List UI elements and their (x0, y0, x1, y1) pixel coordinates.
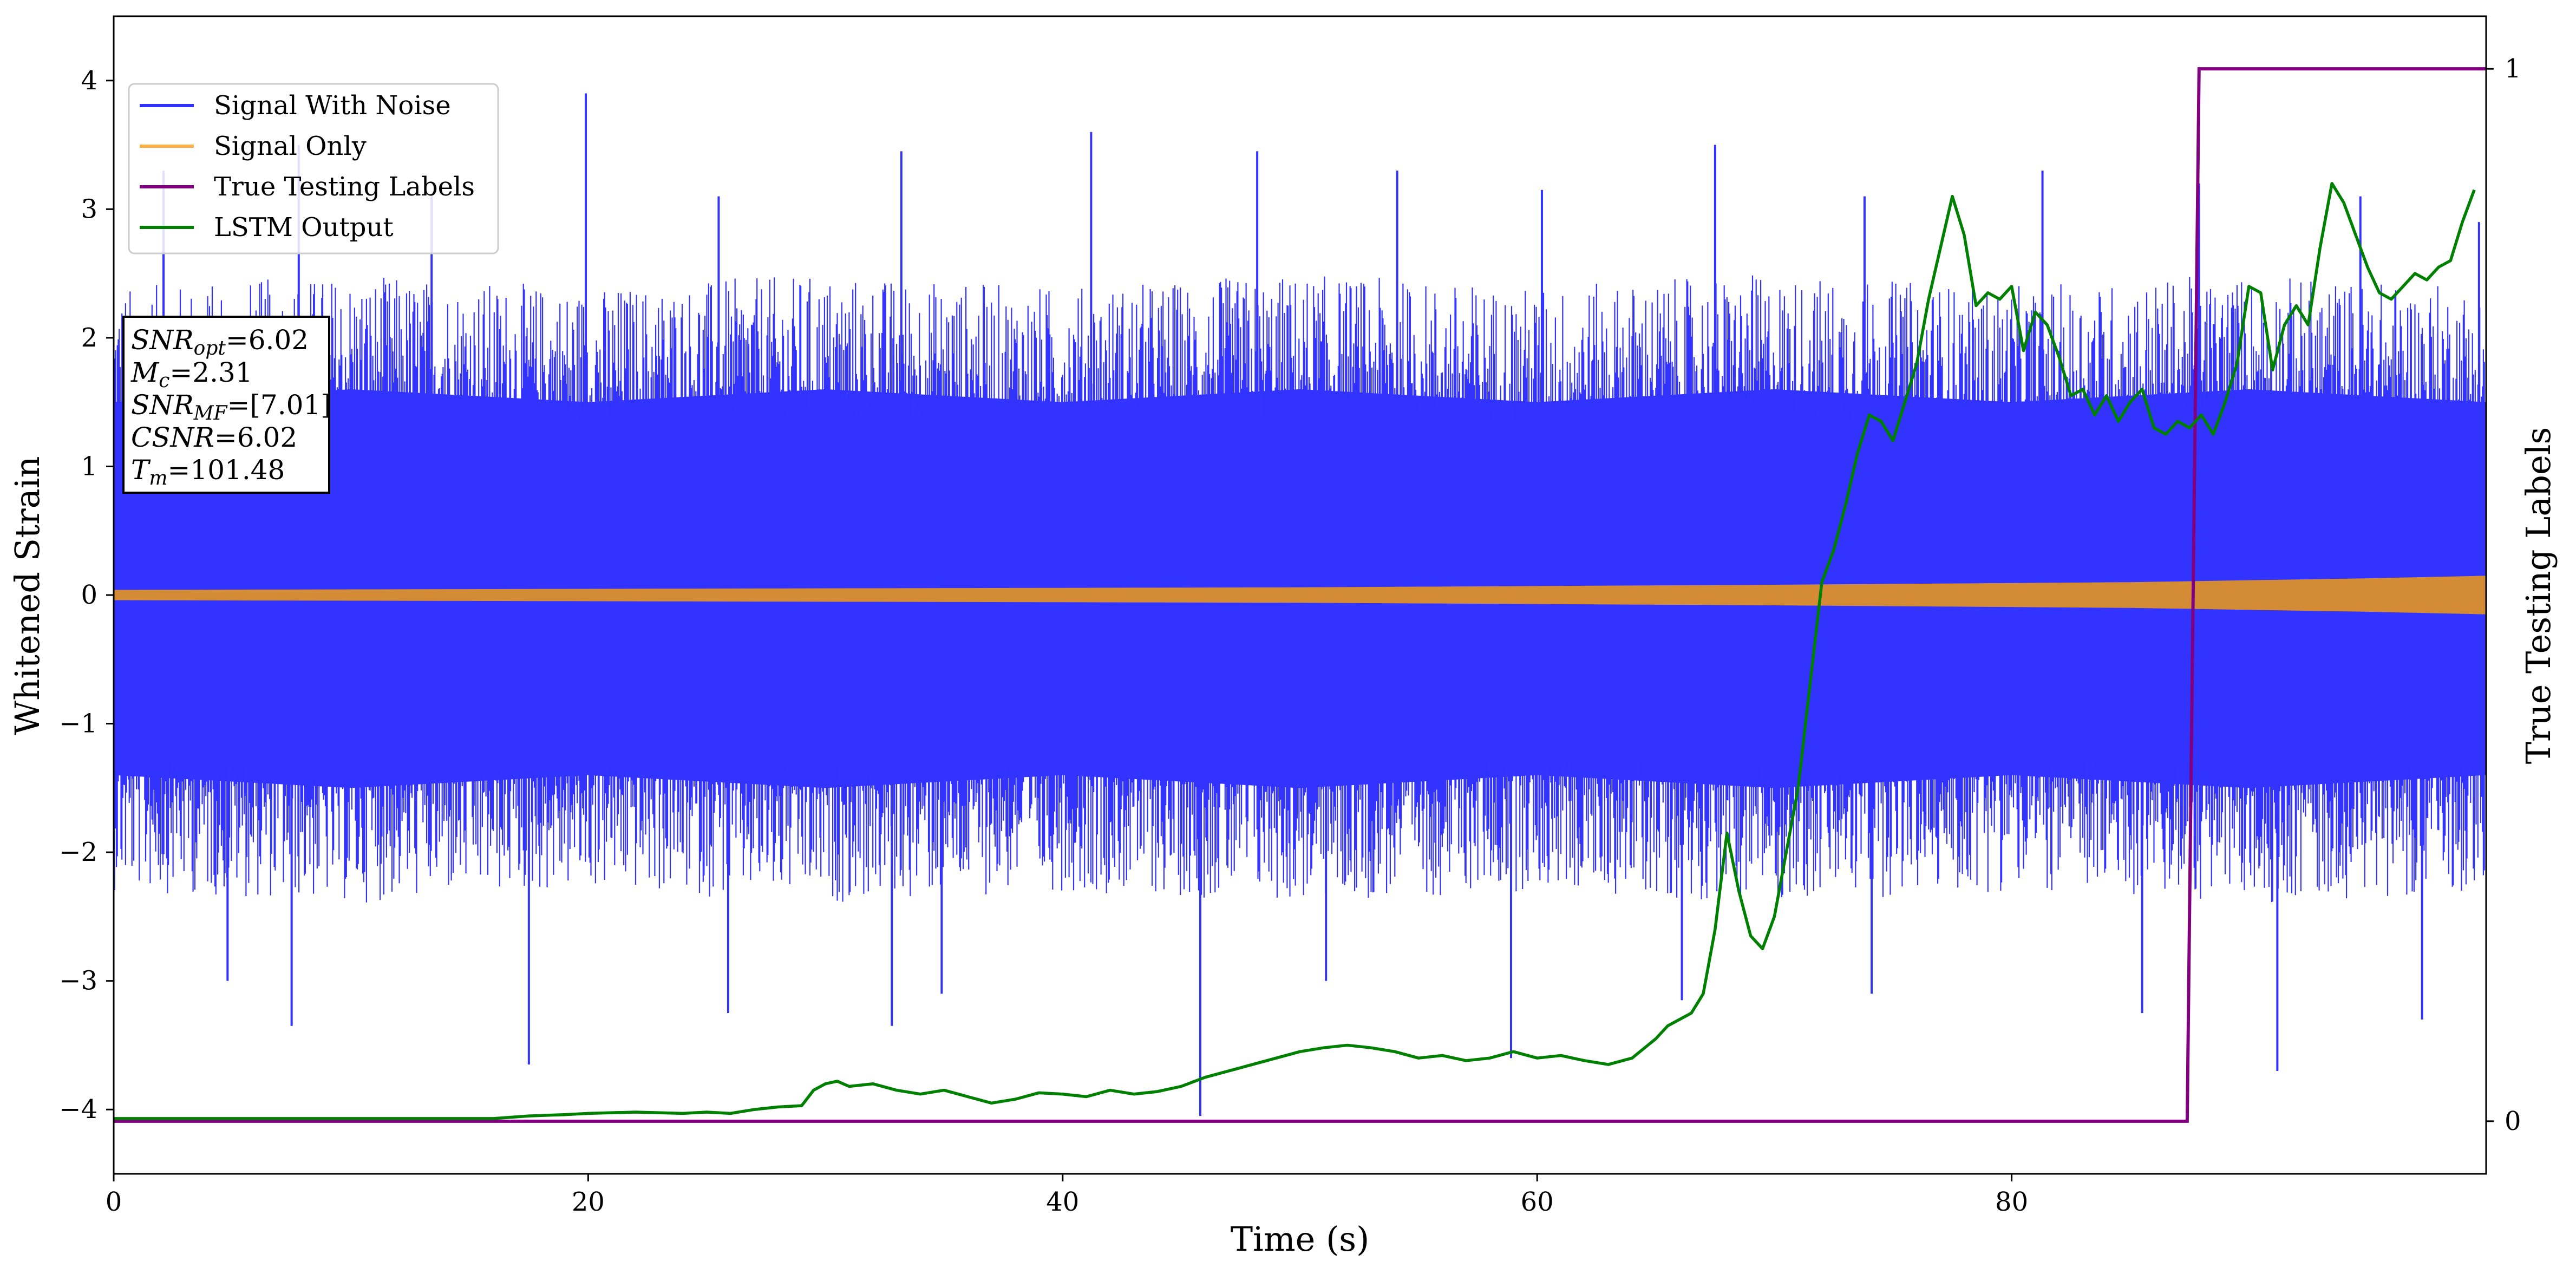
signal-only-series (114, 576, 2486, 615)
x-axis-label: Time (s) (1231, 1219, 1370, 1259)
y2-tick-label: 0 (2505, 1106, 2521, 1136)
y-axis-label: Whitened Strain (8, 456, 47, 735)
info-box: SNRopt=6.02Mc=2.31SNRMF=[7.01]CSNR=6.02T… (122, 316, 331, 494)
legend-entry-label: Signal With Noise (214, 90, 451, 121)
info-box-line: Tm=101.48 (131, 454, 285, 489)
info-box-frame (122, 316, 330, 494)
info-box-line: Mc=2.31 (130, 357, 253, 392)
x-tick-label: 0 (106, 1187, 122, 1217)
y-tick-label: −1 (59, 709, 97, 739)
y-tick-label: −3 (59, 966, 97, 996)
info-box-line: SNRMF=[7.01] (131, 389, 331, 424)
x-tick-label: 40 (1046, 1187, 1079, 1217)
y-tick-label: 0 (81, 580, 97, 610)
y-axis: −4 −3 −2 −1 0 1 2 3 4 (59, 66, 114, 1125)
lstm-output-series (114, 182, 2476, 1120)
y2-tick-label: 1 (2505, 54, 2521, 84)
y-tick-label: 4 (81, 66, 97, 96)
y-tick-label: 1 (81, 451, 97, 481)
true-labels-line (114, 67, 2486, 1123)
y2-axis: 01 (2486, 54, 2521, 1136)
lstm-output-line (114, 182, 2476, 1120)
legend: Signal With Noise Signal Only True Testing… (128, 83, 499, 254)
legend-entry-label: Signal Only (214, 131, 367, 161)
info-box-line: CSNR=6.02 (131, 422, 297, 453)
y-tick-label: 3 (81, 194, 97, 224)
x-axis: 0 20 40 60 80 (106, 1174, 2028, 1217)
y2-axis-label: True Testing Labels (2519, 427, 2558, 765)
legend-box (128, 83, 499, 254)
plot-area (114, 67, 2486, 1123)
y-tick-label: 2 (81, 323, 97, 353)
y-tick-label: −4 (59, 1094, 97, 1125)
y-tick-label: −2 (59, 837, 97, 867)
legend-entry-label: LSTM Output (214, 212, 394, 243)
true-testing-labels-series (114, 67, 2486, 1123)
x-tick-label: 80 (1995, 1187, 2028, 1217)
info-box-line: SNRopt=6.02 (131, 324, 309, 360)
x-tick-label: 60 (1521, 1187, 1554, 1217)
signal-band (114, 576, 2486, 615)
legend-entry-label: True Testing Labels (214, 172, 475, 202)
x-tick-label: 20 (572, 1187, 605, 1217)
